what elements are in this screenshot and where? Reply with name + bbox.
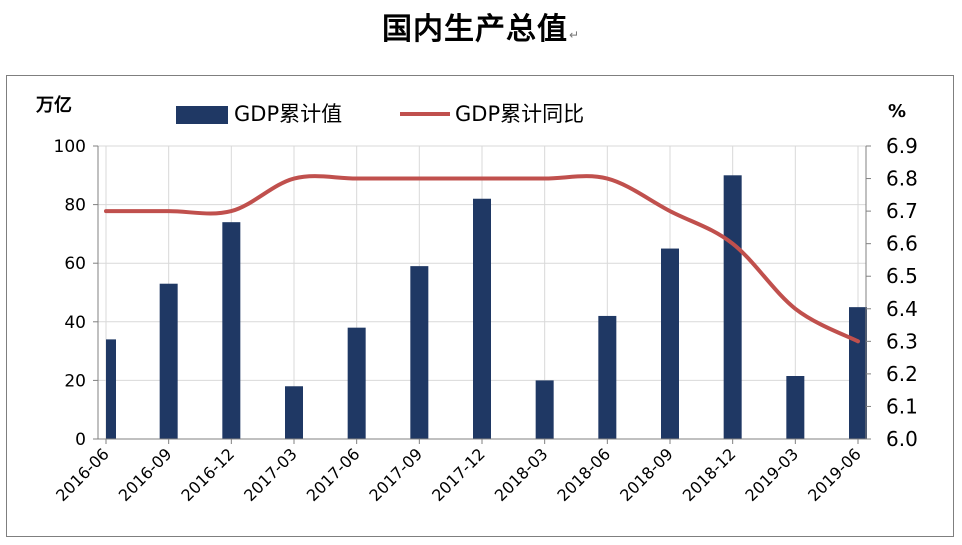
bar <box>106 339 116 439</box>
chart-frame <box>6 75 954 537</box>
legend-label-line: GDP累计同比 <box>455 102 584 126</box>
x-tick-label: 2016-06 <box>52 444 113 505</box>
bar <box>473 198 491 439</box>
bar <box>661 248 679 439</box>
y-right-tick-label: 6.2 <box>886 362 918 386</box>
x-tick-label: 2018-06 <box>553 444 614 505</box>
bar <box>598 315 617 439</box>
bar <box>159 283 178 439</box>
x-tick-label: 2018-12 <box>679 444 740 505</box>
legend-label-bar: GDP累计值 <box>234 102 342 126</box>
x-tick-label: 2017-09 <box>365 444 426 505</box>
bar <box>222 222 241 439</box>
chart-title: 国内生产总值↵ <box>0 4 962 48</box>
y-right-tick-label: 6.0 <box>886 427 918 451</box>
y-right-tick-label: 6.9 <box>886 134 918 158</box>
y-left-tick-label: 60 <box>64 254 86 274</box>
y-left-unit-label: 万亿 <box>35 94 72 116</box>
x-tick-label: 2018-03 <box>491 444 552 505</box>
bar <box>347 327 366 439</box>
x-tick-label: 2017-06 <box>303 444 364 505</box>
y-left-tick-label: 100 <box>54 137 86 157</box>
bar <box>285 386 303 439</box>
x-tick-label: 2019-03 <box>741 444 802 505</box>
y-right-tick-label: 6.7 <box>886 199 918 223</box>
bar <box>410 266 429 439</box>
x-tick-label: 2017-12 <box>428 444 489 505</box>
y-left-tick-label: 0 <box>75 430 86 450</box>
y-right-tick-label: 6.8 <box>886 167 918 191</box>
bar <box>786 376 805 439</box>
x-tick-label: 2019-06 <box>804 444 865 505</box>
return-mark: ↵ <box>568 28 581 42</box>
y-right-unit-label: % <box>888 101 906 122</box>
y-right-tick-label: 6.1 <box>886 394 918 418</box>
y-right-tick-label: 6.5 <box>886 264 918 288</box>
x-tick-label: 2016-09 <box>115 444 176 505</box>
y-left-tick-label: 80 <box>64 196 86 216</box>
y-left-tick-label: 20 <box>64 371 86 391</box>
x-tick-label: 2017-03 <box>240 444 301 505</box>
y-right-tick-label: 6.3 <box>886 329 918 353</box>
bar <box>723 175 742 440</box>
legend-swatch-bar <box>176 106 228 124</box>
y-right-tick-label: 6.4 <box>886 297 918 321</box>
bar <box>535 380 554 439</box>
y-left-tick-label: 40 <box>64 313 86 333</box>
x-tick-label: 2016-12 <box>177 444 238 505</box>
x-tick-label: 2018-09 <box>616 444 677 505</box>
series-line <box>104 174 860 344</box>
bar <box>849 307 867 439</box>
y-right-tick-label: 6.6 <box>886 232 918 256</box>
chart-title-text: 国内生产总值 <box>381 12 568 47</box>
